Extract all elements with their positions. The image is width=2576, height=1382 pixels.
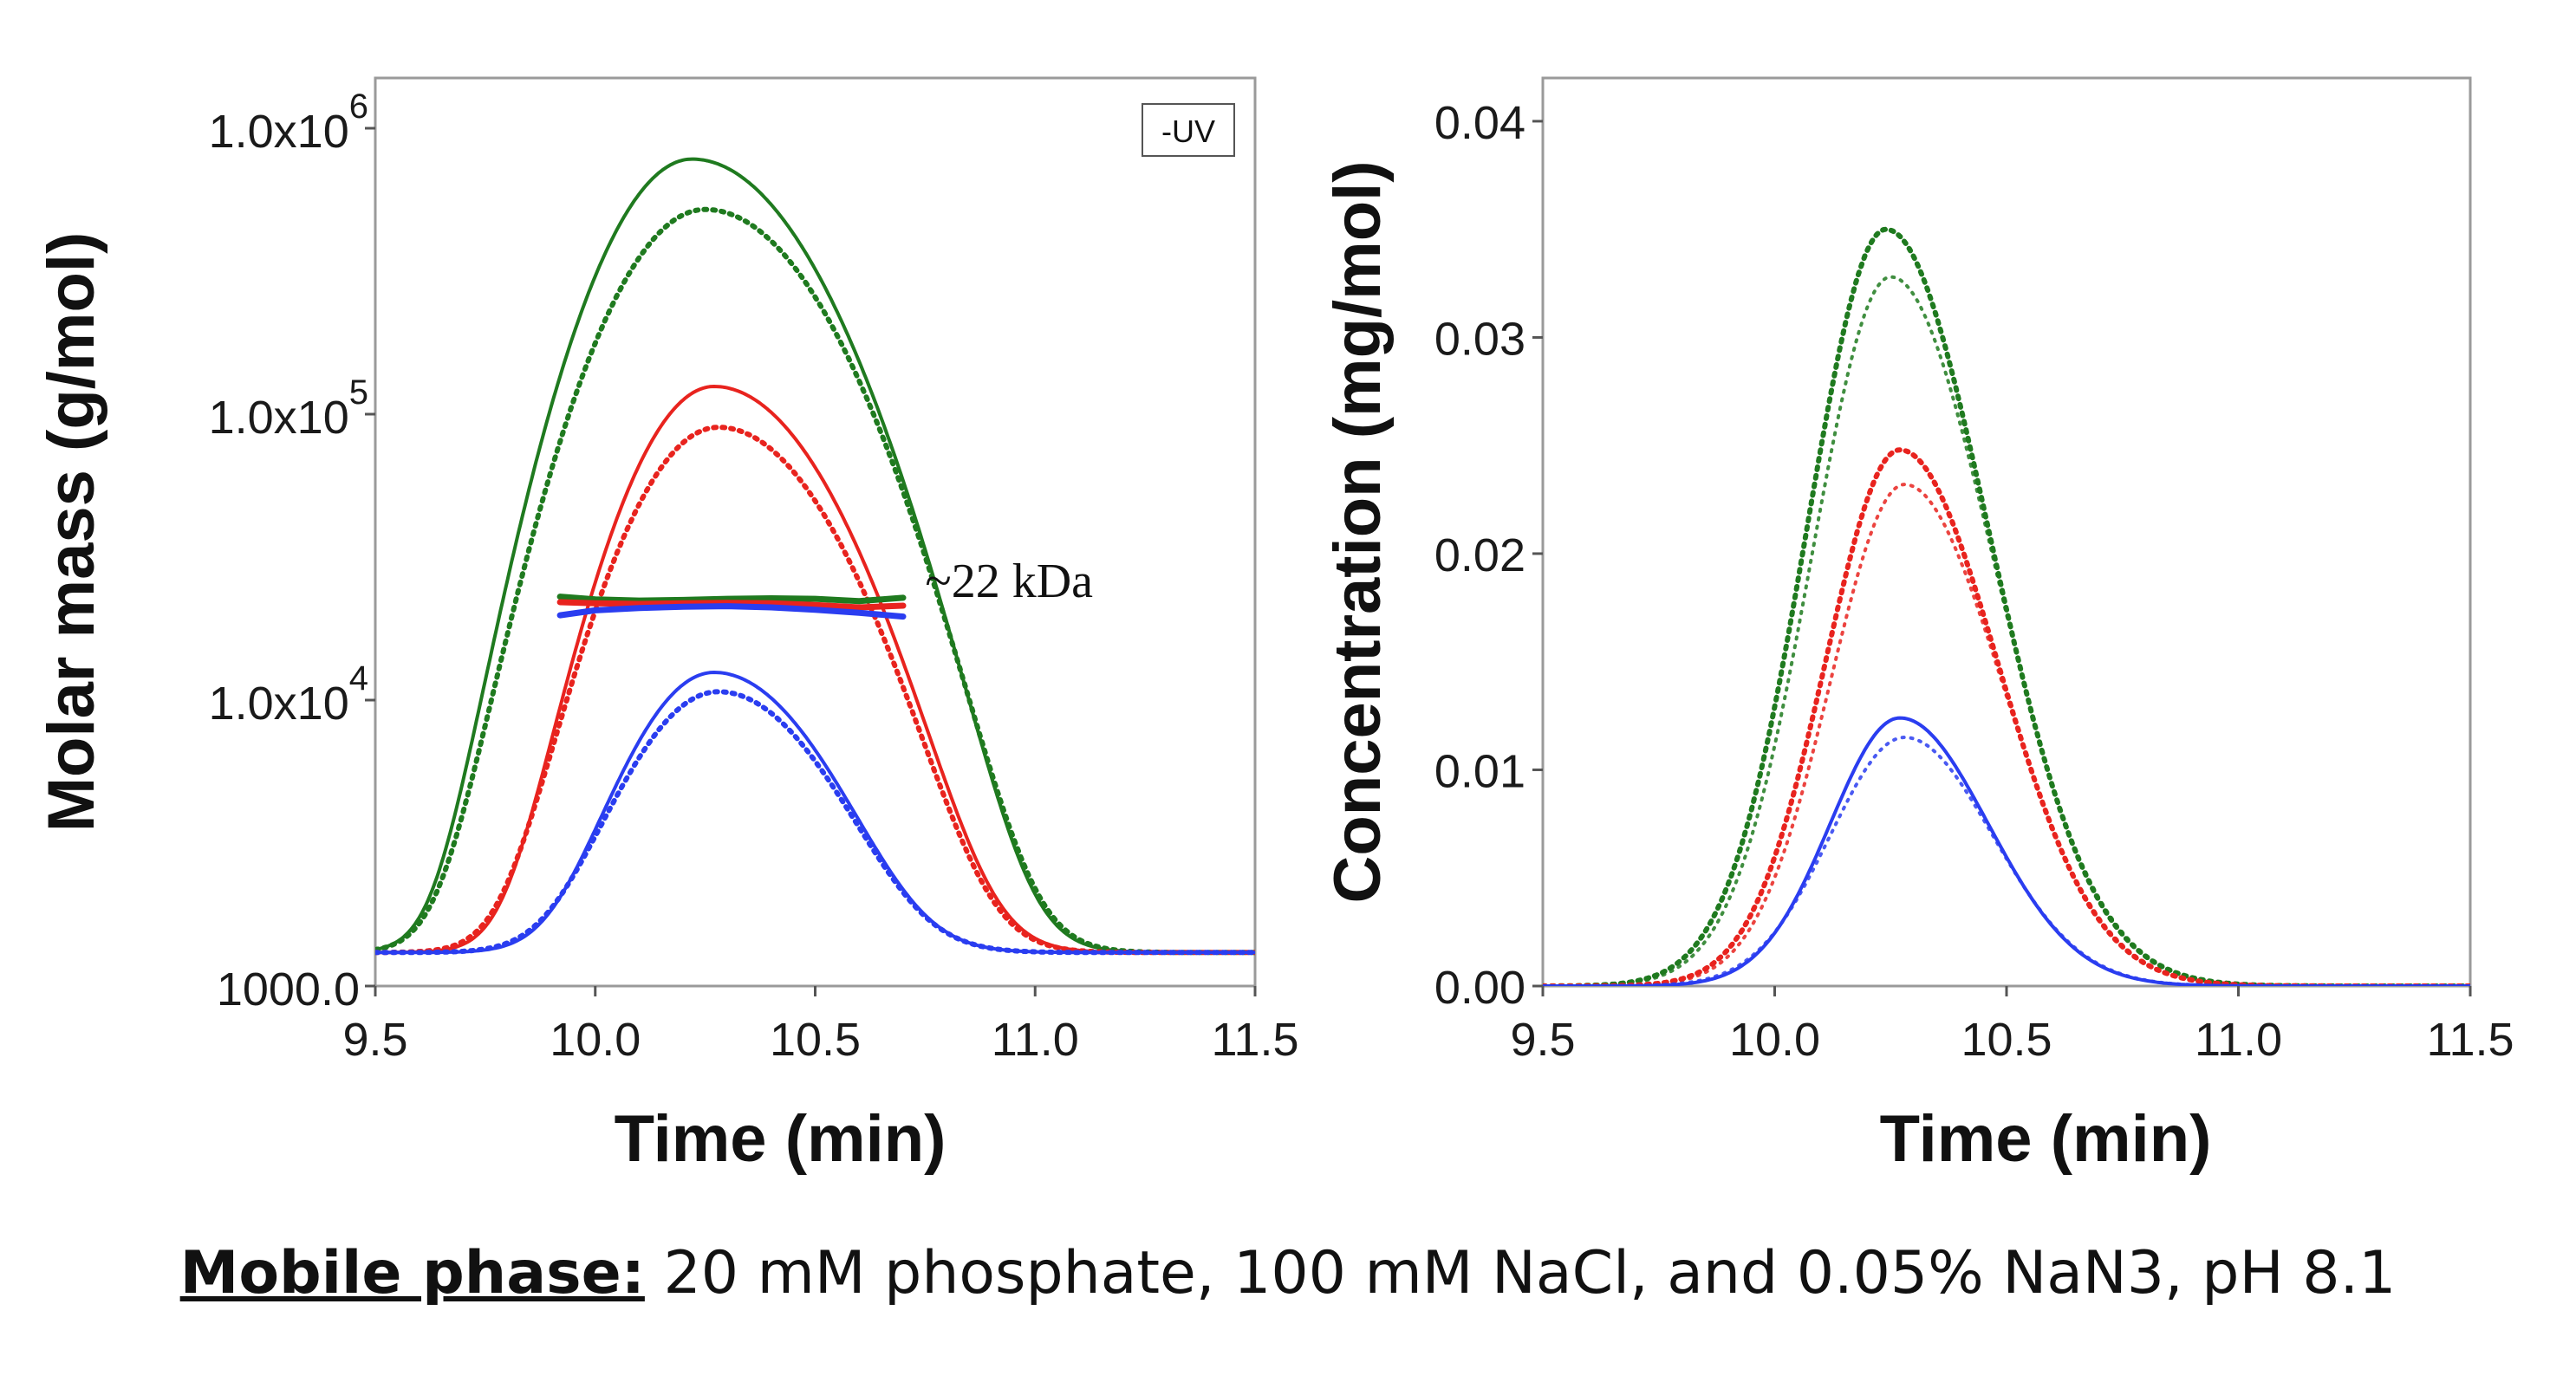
left-x-tick-label: 11.0 [992,1014,1079,1066]
right-x-tick-label: 9.5 [1510,1014,1575,1066]
right-x-axis-title: Time (min) [1880,1102,2212,1176]
left-y-tick-label: 1.0x105 [209,373,368,444]
caption-label: Mobile phase: [179,1239,645,1307]
right-y-tick-label: 0.02 [1434,529,1525,581]
uv-legend-label: -UV [1161,114,1215,149]
concentration-peak-line [1543,483,2470,986]
left-x-tick-label: 10.5 [770,1014,861,1066]
molar-mass-value-line [556,594,907,605]
left-y-tick-label: 1.0x106 [209,88,368,158]
concentration-peak-line [1543,736,2470,986]
right-x-tick-label: 10.5 [1961,1014,2052,1066]
caption-text: 20 mM phosphate, 100 mM NaCl, and 0.05% … [644,1239,2397,1307]
left-x-tick-label: 11.5 [1211,1014,1298,1066]
right-plot-frame [1541,76,2472,988]
left-plot-frame [374,76,1257,988]
right-x-tick-label: 11.5 [2426,1014,2514,1066]
molar-mass-peak-line [375,206,1255,956]
left-y-tick-label: 1.0x104 [209,659,368,730]
right-y-tick-label: 0.04 [1434,97,1525,149]
right-x-tick-label: 11.0 [2195,1014,2282,1066]
left-x-tick-label: 9.5 [342,1014,407,1066]
molar-mass-value-line [556,603,907,620]
molar-mass-chart: 9.5 10.0 10.5 11.0 11.5 1000.0 1.0x104 1.0x105 1… [35,76,1299,1176]
uv-legend-box [1142,103,1235,157]
left-x-tick-label: 10.0 [550,1014,641,1066]
molar-mass-peak-line [375,689,1255,956]
right-y-tick-label: 0.00 [1434,962,1525,1014]
mobile-phase-caption: Mobile phase: 20 mM phosphate, 100 mM Na… [0,1239,2576,1307]
left-x-axis-title: Time (min) [615,1102,946,1176]
right-y-tick-label: 0.03 [1434,313,1525,365]
molar-mass-annotation: ~22 kDa [925,555,1093,608]
molar-mass-value-line [556,599,907,611]
left-y-tick-label: 1000.0 [217,964,360,1015]
concentration-chart: 9.5 10.0 10.5 11.0 11.50.000.010.020.030.04 … [1321,76,2514,1176]
right-y-tick-label: 0.01 [1434,745,1525,797]
right-y-axis-title: Concentration (mg/mol) [1321,160,1395,903]
left-y-axis-title: Molar mass (g/mol) [35,232,108,833]
right-x-tick-label: 10.0 [1729,1014,1820,1066]
